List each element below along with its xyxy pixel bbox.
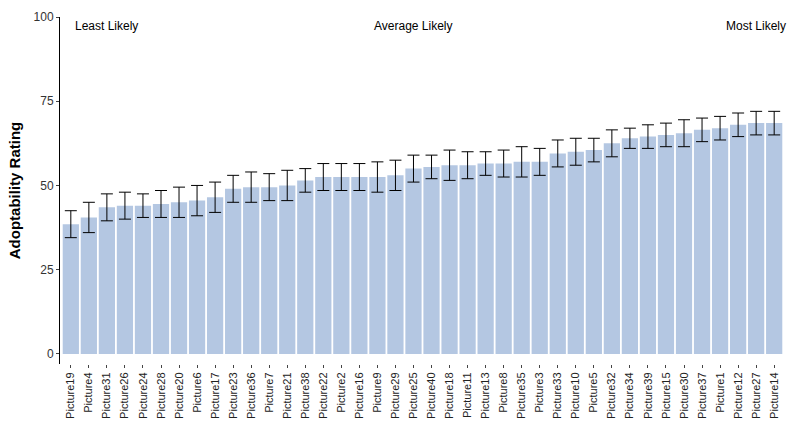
svg-text:Picture12: Picture12 [732, 372, 744, 418]
svg-text:Picture39: Picture39 [642, 372, 654, 418]
svg-text:Picture33: Picture33 [551, 372, 563, 418]
svg-text:Picture17: Picture17 [209, 372, 221, 418]
svg-text:Picture34: Picture34 [623, 372, 635, 418]
svg-text:Most Likely: Most Likely [726, 19, 786, 33]
svg-text:Picture30: Picture30 [678, 372, 690, 418]
svg-text:Picture2: Picture2 [335, 372, 347, 412]
svg-text:Picture4: Picture4 [82, 372, 94, 412]
svg-text:Picture32: Picture32 [605, 372, 617, 418]
svg-text:50: 50 [40, 179, 54, 193]
svg-text:Picture38: Picture38 [299, 372, 311, 418]
svg-text:0: 0 [47, 347, 54, 361]
svg-text:25: 25 [40, 263, 54, 277]
svg-text:100: 100 [34, 10, 54, 24]
svg-text:Picture28: Picture28 [155, 372, 167, 418]
svg-text:Adoptability Rating: Adoptability Rating [6, 122, 23, 260]
svg-text:Picture3: Picture3 [533, 372, 545, 412]
svg-text:Picture5: Picture5 [587, 372, 599, 412]
svg-text:Picture16: Picture16 [353, 372, 365, 418]
svg-text:Picture8: Picture8 [497, 372, 509, 412]
svg-text:Picture25: Picture25 [407, 372, 419, 418]
svg-text:Picture14: Picture14 [768, 372, 780, 418]
svg-text:Picture9: Picture9 [371, 372, 383, 412]
svg-text:Picture29: Picture29 [389, 372, 401, 418]
svg-text:Picture20: Picture20 [173, 372, 185, 418]
svg-text:75: 75 [40, 94, 54, 108]
svg-text:Picture18: Picture18 [443, 372, 455, 418]
svg-text:Picture22: Picture22 [317, 372, 329, 418]
svg-text:Picture37: Picture37 [696, 372, 708, 418]
svg-text:Picture40: Picture40 [425, 372, 437, 418]
svg-text:Picture6: Picture6 [191, 372, 203, 412]
svg-text:Picture35: Picture35 [515, 372, 527, 418]
svg-text:Picture21: Picture21 [281, 372, 293, 418]
svg-text:Picture13: Picture13 [479, 372, 491, 418]
svg-text:Picture27: Picture27 [750, 372, 762, 418]
svg-text:Picture23: Picture23 [227, 372, 239, 418]
svg-text:Least Likely: Least Likely [75, 19, 138, 33]
svg-text:Picture36: Picture36 [245, 372, 257, 418]
svg-text:Picture1: Picture1 [714, 372, 726, 412]
svg-text:Picture7: Picture7 [263, 372, 275, 412]
svg-text:Picture26: Picture26 [119, 372, 131, 418]
svg-text:Average Likely: Average Likely [374, 19, 453, 33]
svg-text:Picture31: Picture31 [100, 372, 112, 418]
svg-text:Picture19: Picture19 [64, 372, 76, 418]
svg-text:Picture11: Picture11 [461, 372, 473, 418]
svg-text:Picture10: Picture10 [569, 372, 581, 418]
svg-text:Picture15: Picture15 [660, 372, 672, 418]
svg-text:Picture24: Picture24 [137, 372, 149, 418]
